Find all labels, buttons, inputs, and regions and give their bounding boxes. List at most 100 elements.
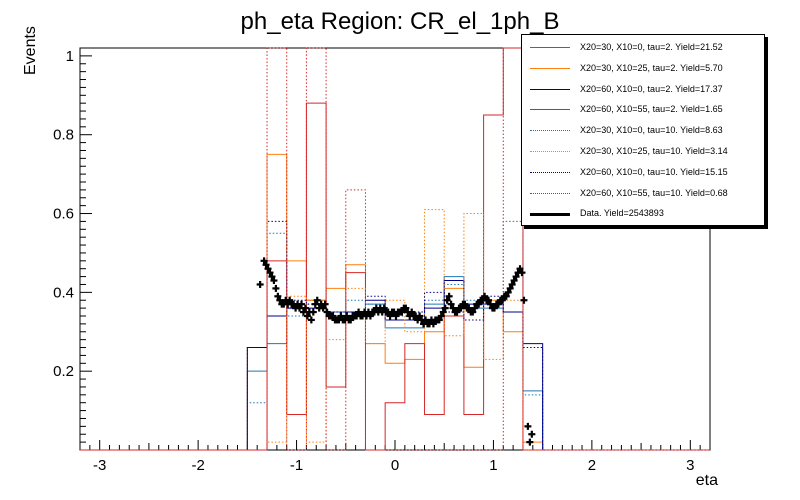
legend-swatch: [530, 171, 570, 173]
legend-label: Data. Yield=2543893: [580, 208, 664, 219]
data-point: [347, 316, 355, 324]
data-point: [398, 308, 406, 316]
data-point: [475, 300, 483, 308]
data-point: [272, 284, 280, 292]
data-point: [321, 300, 329, 308]
x-tick-label: 0: [391, 457, 399, 474]
data-point: [355, 308, 363, 316]
data-point: [449, 304, 457, 312]
series-line-7: [80, 220, 710, 451]
y-tick-label: 0.2: [53, 363, 74, 380]
legend-label: X20=60, X10=55, tau=2. Yield=1.65: [580, 104, 723, 115]
legend-swatch: [530, 192, 570, 194]
data-point: [262, 261, 270, 269]
y-tick-label: 0.6: [53, 206, 74, 223]
legend-item: X20=60, X10=0, tau=10. Yield=15.15: [522, 162, 764, 183]
data-point: [504, 288, 512, 296]
data-point: [402, 304, 410, 312]
data-point: [268, 273, 276, 281]
x-axis: -3 -2 -1 0 1 2 3: [79, 440, 711, 474]
x-tick-label: 2: [588, 457, 596, 474]
data-point: [416, 312, 424, 320]
data-point: [337, 312, 345, 320]
x-tick-label: -2: [191, 457, 204, 474]
legend-swatch: [530, 151, 570, 152]
data-point: [528, 430, 536, 438]
data-point: [264, 265, 272, 273]
data-point: [526, 438, 534, 446]
legend-item: X20=30, X10=0, tau=2. Yield=21.52: [522, 37, 764, 58]
y-axis-label: Events: [22, 26, 39, 75]
legend-label: X20=30, X10=25, tau=2. Yield=5.70: [580, 62, 723, 73]
legend-item: X20=30, X10=25, tau=10. Yield=3.14: [522, 141, 764, 162]
data-point: [494, 300, 502, 308]
data-point: [447, 300, 455, 308]
data-point: [274, 292, 282, 300]
data-point: [469, 308, 477, 316]
data-point: [276, 296, 284, 304]
data-point: [439, 308, 447, 316]
legend-swatch: [530, 130, 570, 132]
x-tick-label: -3: [93, 457, 106, 474]
legend-item: X20=60, X10=0, tau=2. Yield=17.37: [522, 79, 764, 100]
legend-item: X20=30, X10=25, tau=2. Yield=5.70: [522, 58, 764, 79]
legend-label: X20=60, X10=55, tau=10. Yield=0.68: [580, 187, 728, 198]
legend-label: X20=60, X10=0, tau=2. Yield=17.37: [580, 83, 723, 94]
legend-item: X20=60, X10=55, tau=10. Yield=0.68: [522, 183, 764, 204]
data-point: [471, 304, 479, 312]
y-tick-label: 0.4: [53, 284, 74, 301]
data-point: [486, 300, 494, 308]
data-point: [307, 316, 315, 324]
series-line-5: [80, 220, 710, 451]
data-point: [510, 277, 518, 285]
data-point: [392, 312, 400, 320]
data-point: [422, 316, 430, 324]
data-point: [443, 296, 451, 304]
legend: X20=30, X10=0, tau=2. Yield=21.52 X20=30,…: [521, 34, 765, 226]
data-point: [502, 292, 510, 300]
data-point: [323, 308, 331, 316]
data-point: [453, 308, 461, 316]
data-point: [508, 280, 516, 288]
data-point: [461, 300, 469, 308]
legend-swatch: [530, 109, 570, 111]
y-tick-label: 0.8: [53, 127, 74, 144]
data-point: [408, 308, 416, 316]
legend-label: X20=60, X10=0, tau=10. Yield=15.15: [580, 166, 728, 177]
data-point: [506, 284, 514, 292]
series-line-8: [80, 47, 710, 451]
data-point: [457, 304, 465, 312]
legend-swatch: [530, 88, 570, 90]
data-point: [481, 292, 489, 300]
data-point: [297, 300, 305, 308]
x-axis-label: eta: [695, 472, 718, 489]
data-point: [516, 265, 524, 273]
legend-swatch: [530, 67, 570, 69]
legend-item: X20=30, X10=0, tau=10. Yield=8.63: [522, 120, 764, 141]
x-tick-label: 1: [489, 457, 497, 474]
data-point: [309, 308, 317, 316]
legend-swatch: [530, 213, 570, 217]
data-point: [386, 312, 394, 320]
data-point: [441, 304, 449, 312]
data-point: [366, 312, 374, 320]
legend-item: Data. Yield=2543893: [522, 203, 764, 224]
data-point: [286, 296, 294, 304]
data-point: [524, 422, 532, 430]
series-line-3: [80, 280, 710, 451]
data-point: [465, 304, 473, 312]
data-point: [498, 296, 506, 304]
series-line-6: [80, 209, 710, 451]
data-point: [343, 312, 351, 320]
data-point: [329, 312, 337, 320]
data-point: [380, 304, 388, 312]
data-points: [256, 257, 536, 446]
data-point: [435, 316, 443, 324]
data-point: [490, 304, 498, 312]
legend-swatch: [530, 47, 570, 48]
data-point: [311, 300, 319, 308]
data-point: [485, 296, 493, 304]
legend-label: X20=30, X10=25, tau=10. Yield=3.14: [580, 146, 728, 156]
mc-series: [80, 47, 710, 451]
data-point: [319, 304, 327, 312]
